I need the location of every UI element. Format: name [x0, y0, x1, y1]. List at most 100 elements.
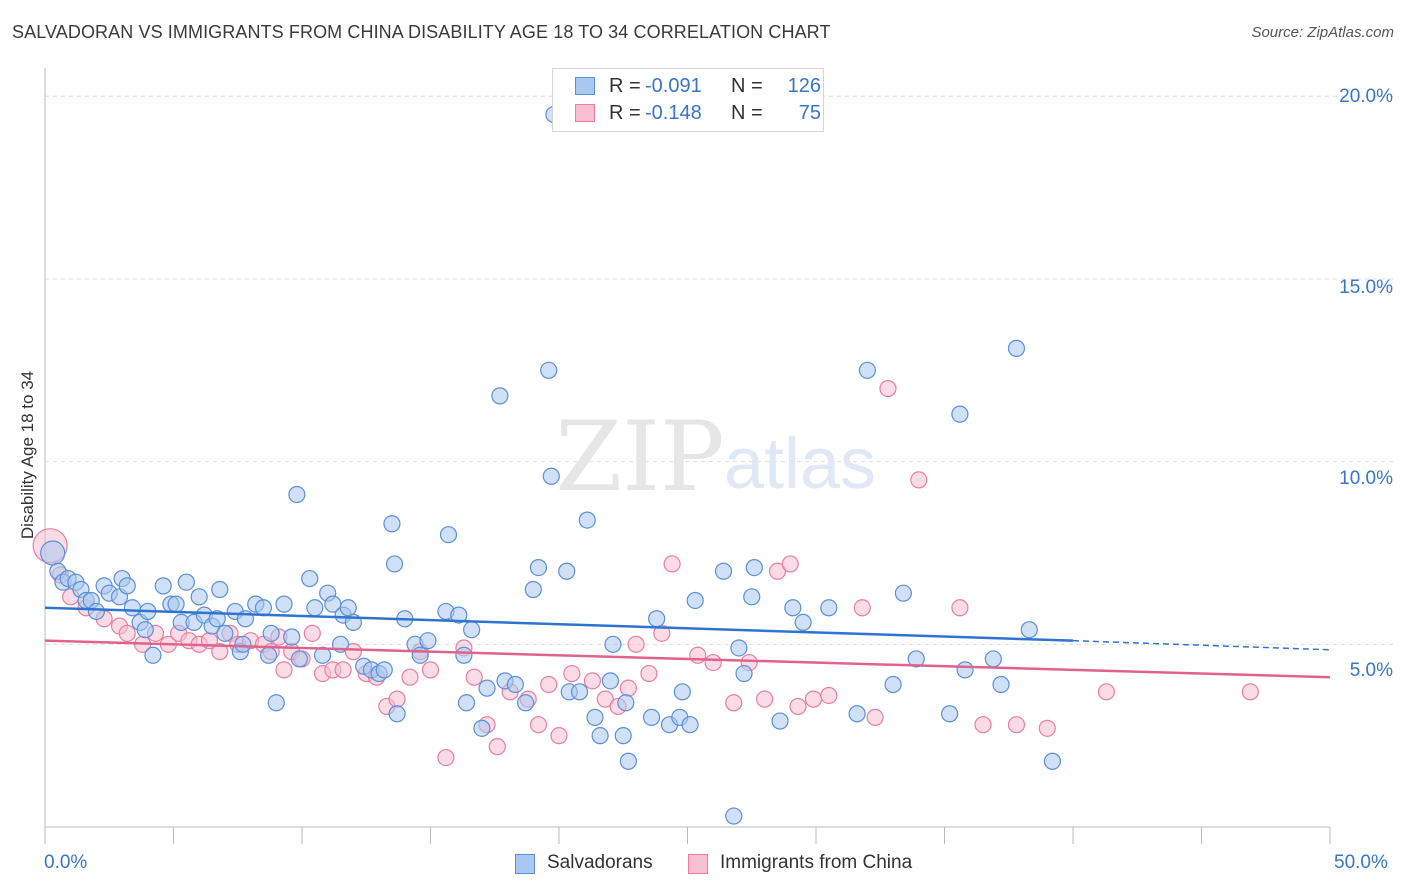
legend-r-label: R = [609, 102, 641, 124]
salvadorans-point [578, 511, 596, 529]
salvadorans-point [290, 650, 309, 668]
salvadorans-point [144, 646, 162, 664]
legend-swatch-pink [575, 104, 595, 122]
salvadorans-point [450, 606, 468, 624]
salvadorans-point [894, 584, 912, 602]
china-point [663, 555, 681, 573]
grid-lines [45, 95, 1394, 645]
china-point [820, 686, 838, 705]
legend-label-salvadorans: Salvadorans [547, 852, 653, 873]
salvadorans-point [604, 635, 622, 653]
china-point [529, 716, 548, 734]
china-point [550, 727, 568, 745]
salvadorans-point [686, 591, 704, 610]
salvadorans-point [118, 577, 136, 595]
salvadorans-point [234, 635, 252, 653]
watermark-zip: ZIP [555, 401, 724, 513]
salvadorans-point [984, 650, 1002, 668]
salvadorans-point [208, 610, 226, 628]
salvadorans-point [570, 683, 589, 701]
china-point [421, 661, 440, 679]
salvadorans-point [794, 613, 812, 631]
salvadorans-point [784, 599, 802, 617]
china-point [768, 562, 787, 580]
salvadorans-point [455, 646, 473, 664]
salvadorans-point [190, 588, 208, 606]
salvadorans-point [1043, 752, 1062, 770]
salvadorans-point [288, 485, 306, 504]
salvadorans-point [743, 588, 761, 606]
china-point [627, 635, 645, 653]
y-tick-label-5: 5.0% [1349, 660, 1393, 681]
china-point [540, 675, 558, 694]
salvadorans-point [40, 540, 66, 566]
salvadorans-point [591, 727, 609, 745]
salvadorans-point [411, 646, 429, 664]
salvadorans-point [540, 361, 558, 379]
source-label: Source: ZipAtlas.com [1251, 24, 1394, 41]
china-point [755, 690, 774, 708]
chart-title: SALVADORAN VS IMMIGRANTS FROM CHINA DISA… [12, 22, 831, 42]
salvadorans-point [524, 580, 542, 599]
salvadorans-point [478, 679, 496, 697]
salvadorans-point [301, 569, 319, 588]
salvadorans-point [283, 628, 301, 646]
china-point [211, 643, 229, 661]
salvadorans-point [463, 621, 481, 639]
y-tick-label-15: 15.0% [1339, 277, 1393, 298]
salvadorans-point [673, 683, 691, 701]
legend-n-value: 75 [798, 102, 821, 124]
x-tick-label-max: 50.0% [1334, 852, 1388, 873]
china-point [583, 672, 602, 690]
china-point [388, 690, 406, 708]
salvadorans-point [375, 661, 393, 679]
salvadorans-point [275, 595, 293, 613]
china-point [804, 690, 823, 708]
salvadorans-point [745, 558, 763, 577]
salvadorans-point [385, 555, 404, 573]
salvadorans-point [992, 675, 1010, 694]
china-point [704, 653, 722, 672]
legend-swatch-blue [515, 854, 535, 874]
china-point [689, 646, 707, 664]
china-point [781, 555, 799, 573]
china-point [401, 668, 419, 686]
salvadorans-point [262, 624, 280, 642]
salvadorans-point [259, 646, 278, 664]
salvadorans-point [439, 526, 458, 544]
china-point [465, 668, 483, 686]
china-point [866, 708, 884, 726]
china-point [1038, 719, 1056, 737]
china-point [344, 643, 362, 661]
salvadorans-point [267, 694, 285, 712]
y-tick-label-20: 20.0% [1339, 86, 1393, 107]
china-point [596, 690, 614, 708]
china-point [437, 748, 455, 767]
legend-swatch-blue [575, 77, 595, 95]
salvadorans-point [907, 650, 925, 668]
salvadorans-point [473, 719, 491, 737]
salvadorans-point [154, 577, 172, 595]
salvadorans-point [87, 602, 106, 621]
salvadorans-point [820, 599, 838, 617]
china-point [789, 697, 807, 716]
salvadorans-point [941, 705, 959, 723]
salvadorans-point [648, 610, 666, 628]
trend-line-salvadorans-extension [1072, 639, 1331, 651]
trend-line-salvadorans [44, 606, 1074, 642]
axes [44, 68, 1331, 844]
trend-line-china [44, 639, 1331, 679]
salvadorans-point [735, 664, 753, 683]
salvadorans-point [614, 727, 632, 745]
salvadorans-point [725, 807, 743, 825]
china-point [303, 624, 321, 642]
china-point [974, 716, 992, 734]
salvadorans-point [681, 716, 699, 734]
salvadorans-point [136, 621, 154, 639]
legend-n-value: 126 [787, 75, 821, 97]
trend-lines [44, 606, 1331, 679]
salvadorans-point [642, 708, 661, 726]
china-point [334, 661, 352, 679]
china-point [275, 661, 293, 679]
